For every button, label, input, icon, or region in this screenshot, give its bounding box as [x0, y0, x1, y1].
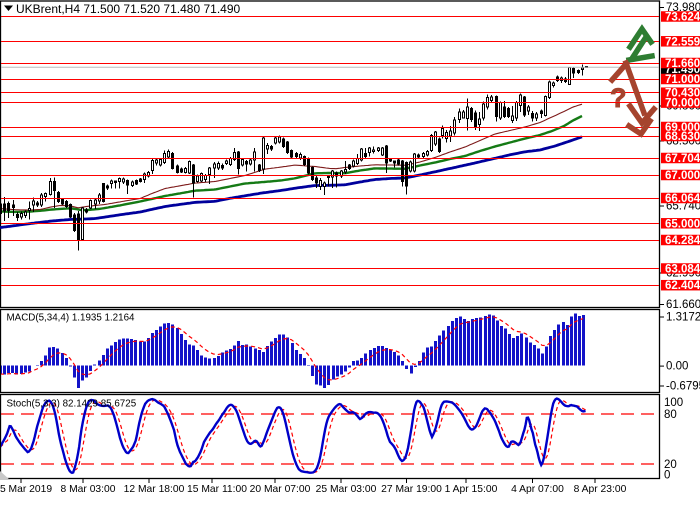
svg-text:62.404: 62.404 [665, 280, 700, 292]
svg-text:80: 80 [664, 409, 677, 421]
svg-text:63.084: 63.084 [665, 264, 700, 276]
svg-text:64.284: 64.284 [665, 235, 700, 247]
svg-text:100: 100 [664, 397, 683, 409]
svg-text:12 Mar 18:00: 12 Mar 18:00 [124, 484, 185, 495]
svg-text:0.00: 0.00 [666, 361, 688, 373]
svg-text:73.624: 73.624 [665, 12, 700, 24]
svg-text:1 Apr 15:00: 1 Apr 15:00 [445, 484, 498, 495]
svg-text:25 Mar 03:00: 25 Mar 03:00 [316, 484, 377, 495]
svg-text:MACD(5,34,4) 1.1935 1.2164: MACD(5,34,4) 1.1935 1.2164 [7, 313, 136, 324]
svg-text:71.660: 71.660 [665, 58, 700, 70]
svg-text:67.704: 67.704 [665, 153, 700, 165]
svg-text:20 Mar 07:00: 20 Mar 07:00 [250, 484, 311, 495]
svg-text:61.660: 61.660 [666, 299, 700, 311]
svg-text:-0.6795: -0.6795 [666, 381, 700, 393]
svg-text:72.559: 72.559 [665, 36, 700, 48]
svg-text:70.430: 70.430 [665, 88, 700, 100]
svg-text:71.000: 71.000 [665, 74, 700, 86]
svg-text:0: 0 [664, 470, 670, 482]
svg-text:65.000: 65.000 [665, 218, 700, 230]
svg-text:65.740: 65.740 [666, 201, 700, 213]
svg-text:8 Apr 23:00: 8 Apr 23:00 [574, 484, 627, 495]
svg-text:15 Mar 11:00: 15 Mar 11:00 [187, 484, 247, 495]
svg-text:UKBrent,H4 71.500 71.520 71.4: UKBrent,H4 71.500 71.520 71.480 71.490 [16, 2, 241, 16]
svg-text:20: 20 [664, 459, 677, 471]
svg-text:27 Mar 19:00: 27 Mar 19:00 [381, 484, 442, 495]
svg-text:Stoch(5,3,3) 82.1429 85.6725: Stoch(5,3,3) 82.1429 85.6725 [7, 399, 137, 410]
svg-text:5 Mar 2019: 5 Mar 2019 [0, 484, 52, 495]
svg-text:4 Apr 07:00: 4 Apr 07:00 [511, 484, 564, 495]
svg-text:68.630: 68.630 [665, 131, 700, 143]
svg-text:70.000: 70.000 [665, 98, 700, 110]
svg-text:1.3172: 1.3172 [666, 312, 700, 324]
svg-text:67.000: 67.000 [665, 170, 700, 182]
svg-text:66.064: 66.064 [665, 193, 700, 205]
svg-text:?: ? [610, 83, 627, 113]
svg-text:73.980: 73.980 [666, 2, 700, 14]
svg-text:8 Mar 03:00: 8 Mar 03:00 [61, 484, 116, 495]
